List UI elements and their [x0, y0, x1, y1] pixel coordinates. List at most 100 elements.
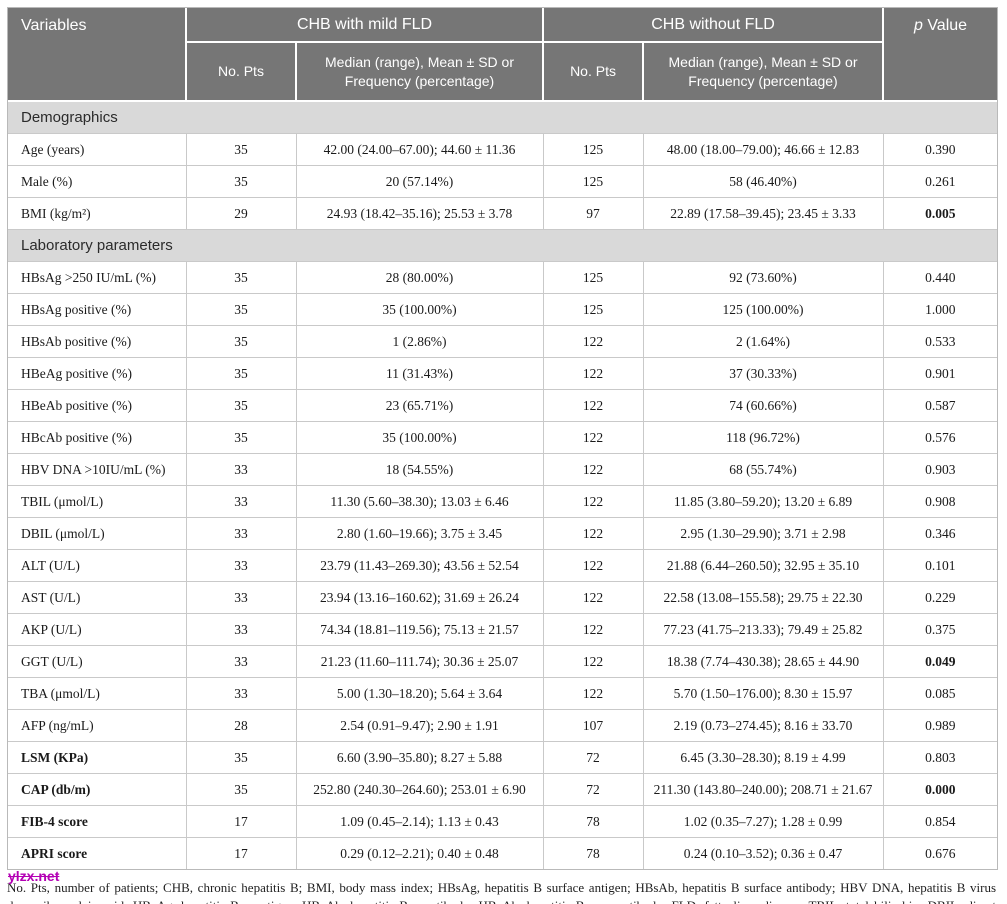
variable-label: ALT (U/L) [8, 549, 187, 582]
no-pts-without-cell: 122 [542, 389, 644, 422]
no-pts-mild-cell: 28 [185, 709, 297, 742]
value-without-cell: 48.00 (18.00–79.00); 46.66 ± 12.83 [642, 133, 884, 166]
value-without-cell: 0.24 (0.10–3.52); 0.36 ± 0.47 [642, 837, 884, 869]
variable-label: DBIL (μmol/L) [8, 517, 187, 550]
p-value-cell: 0.000 [882, 773, 998, 806]
no-pts-mild-cell: 33 [185, 517, 297, 550]
no-pts-mild-cell: 33 [185, 613, 297, 646]
no-pts-without-cell: 122 [542, 645, 644, 678]
variable-label: CAP (db/m) [8, 773, 187, 806]
value-without-cell: 1.02 (0.35–7.27); 1.28 ± 0.99 [642, 805, 884, 838]
statistics-table-container: Variables CHB with mild FLD CHB without … [7, 7, 998, 870]
p-value-cell: 0.854 [882, 805, 998, 838]
p-value-cell: 0.903 [882, 453, 998, 486]
table-row: HBeAb positive (%) 35 23 (65.71%) 122 74… [8, 389, 998, 422]
header-group-chb-mild-fld: CHB with mild FLD [184, 8, 545, 43]
no-pts-mild-cell: 33 [185, 453, 297, 486]
no-pts-without-cell: 78 [542, 805, 644, 838]
table-row: AKP (U/L) 33 74.34 (18.81–119.56); 75.13… [8, 613, 998, 646]
value-mild-cell: 6.60 (3.90–35.80); 8.27 ± 5.88 [295, 741, 544, 774]
value-mild-cell: 5.00 (1.30–18.20); 5.64 ± 3.64 [295, 677, 544, 710]
header-no-pts-without: No. Pts [542, 41, 645, 102]
table-row: FIB-4 score 17 1.09 (0.45–2.14); 1.13 ± … [8, 805, 998, 838]
p-value-cell: 0.375 [882, 613, 998, 646]
no-pts-without-cell: 122 [542, 325, 644, 358]
table-row: ALT (U/L) 33 23.79 (11.43–269.30); 43.56… [8, 549, 998, 582]
table-row: HBsAg positive (%) 35 35 (100.00%) 125 1… [8, 293, 998, 326]
value-mild-cell: 23.94 (13.16–160.62); 31.69 ± 26.24 [295, 581, 544, 614]
value-without-cell: 211.30 (143.80–240.00); 208.71 ± 21.67 [642, 773, 884, 806]
no-pts-without-cell: 97 [542, 197, 644, 230]
table-row: DBIL (μmol/L) 33 2.80 (1.60–19.66); 3.75… [8, 517, 998, 550]
section-title: Demographics [8, 100, 998, 134]
p-value-cell: 0.049 [882, 645, 998, 678]
variable-label: LSM (KPa) [8, 741, 187, 774]
variable-label: HBsAg >250 IU/mL (%) [8, 261, 187, 294]
no-pts-without-cell: 122 [542, 677, 644, 710]
header-variables: Variables [8, 8, 187, 102]
value-without-cell: 118 (96.72%) [642, 421, 884, 454]
no-pts-mild-cell: 17 [185, 837, 297, 869]
value-mild-cell: 1 (2.86%) [295, 325, 544, 358]
no-pts-without-cell: 125 [542, 133, 644, 166]
p-value-cell: 0.229 [882, 581, 998, 614]
header-sub-row: No. Pts Median (range), Mean ± SD or Fre… [8, 41, 997, 102]
value-without-cell: 11.85 (3.80–59.20); 13.20 ± 6.89 [642, 485, 884, 518]
variable-label: HBV DNA >10IU/mL (%) [8, 453, 187, 486]
p-value-cell: 0.587 [882, 389, 998, 422]
table-row: TBA (μmol/L) 33 5.00 (1.30–18.20); 5.64 … [8, 677, 998, 710]
value-without-cell: 6.45 (3.30–28.30); 8.19 ± 4.99 [642, 741, 884, 774]
no-pts-without-cell: 125 [542, 293, 644, 326]
no-pts-without-cell: 122 [542, 581, 644, 614]
variable-label: AST (U/L) [8, 581, 187, 614]
no-pts-mild-cell: 35 [185, 133, 297, 166]
no-pts-mild-cell: 33 [185, 677, 297, 710]
no-pts-mild-cell: 35 [185, 325, 297, 358]
value-mild-cell: 11 (31.43%) [295, 357, 544, 390]
value-mild-cell: 20 (57.14%) [295, 165, 544, 198]
variable-label: TBA (μmol/L) [8, 677, 187, 710]
value-without-cell: 37 (30.33%) [642, 357, 884, 390]
table-row: HBeAg positive (%) 35 11 (31.43%) 122 37… [8, 357, 998, 390]
variable-label: BMI (kg/m²) [8, 197, 187, 230]
header-median-mild: Median (range), Mean ± SD or Frequency (… [294, 41, 545, 102]
no-pts-mild-cell: 33 [185, 581, 297, 614]
value-without-cell: 2 (1.64%) [642, 325, 884, 358]
p-value-cell: 0.346 [882, 517, 998, 550]
variable-label: HBeAg positive (%) [8, 357, 187, 390]
no-pts-mild-cell: 35 [185, 741, 297, 774]
table-row: GGT (U/L) 33 21.23 (11.60–111.74); 30.36… [8, 645, 998, 678]
no-pts-without-cell: 122 [542, 357, 644, 390]
value-mild-cell: 2.80 (1.60–19.66); 3.75 ± 3.45 [295, 517, 544, 550]
p-value-cell: 0.261 [882, 165, 998, 198]
value-mild-cell: 42.00 (24.00–67.00); 44.60 ± 11.36 [295, 133, 544, 166]
no-pts-without-cell: 125 [542, 261, 644, 294]
value-without-cell: 77.23 (41.75–213.33); 79.49 ± 25.82 [642, 613, 884, 646]
value-mild-cell: 23.79 (11.43–269.30); 43.56 ± 52.54 [295, 549, 544, 582]
no-pts-without-cell: 122 [542, 421, 644, 454]
value-without-cell: 58 (46.40%) [642, 165, 884, 198]
table-row: HBsAg >250 IU/mL (%) 35 28 (80.00%) 125 … [8, 261, 998, 294]
no-pts-without-cell: 122 [542, 549, 644, 582]
no-pts-mild-cell: 33 [185, 549, 297, 582]
value-mild-cell: 252.80 (240.30–264.60); 253.01 ± 6.90 [295, 773, 544, 806]
table-row: HBcAb positive (%) 35 35 (100.00%) 122 1… [8, 421, 998, 454]
no-pts-without-cell: 122 [542, 517, 644, 550]
value-mild-cell: 23 (65.71%) [295, 389, 544, 422]
table-body: Demographics Age (years) 35 42.00 (24.00… [8, 100, 998, 869]
p-value-cell: 0.085 [882, 677, 998, 710]
watermark: ylzx.net [8, 868, 60, 884]
table-footnote: No. Pts, number of patients; CHB, chroni… [7, 880, 996, 904]
variable-label: Male (%) [8, 165, 187, 198]
value-mild-cell: 35 (100.00%) [295, 421, 544, 454]
section-title: Laboratory parameters [8, 229, 998, 262]
value-mild-cell: 21.23 (11.60–111.74); 30.36 ± 25.07 [295, 645, 544, 678]
no-pts-mild-cell: 33 [185, 645, 297, 678]
value-mild-cell: 1.09 (0.45–2.14); 1.13 ± 0.43 [295, 805, 544, 838]
value-without-cell: 21.88 (6.44–260.50); 32.95 ± 35.10 [642, 549, 884, 582]
variable-label: Age (years) [8, 133, 187, 166]
no-pts-without-cell: 122 [542, 485, 644, 518]
p-value-cell: 0.005 [882, 197, 998, 230]
section-row: Laboratory parameters [8, 229, 998, 262]
